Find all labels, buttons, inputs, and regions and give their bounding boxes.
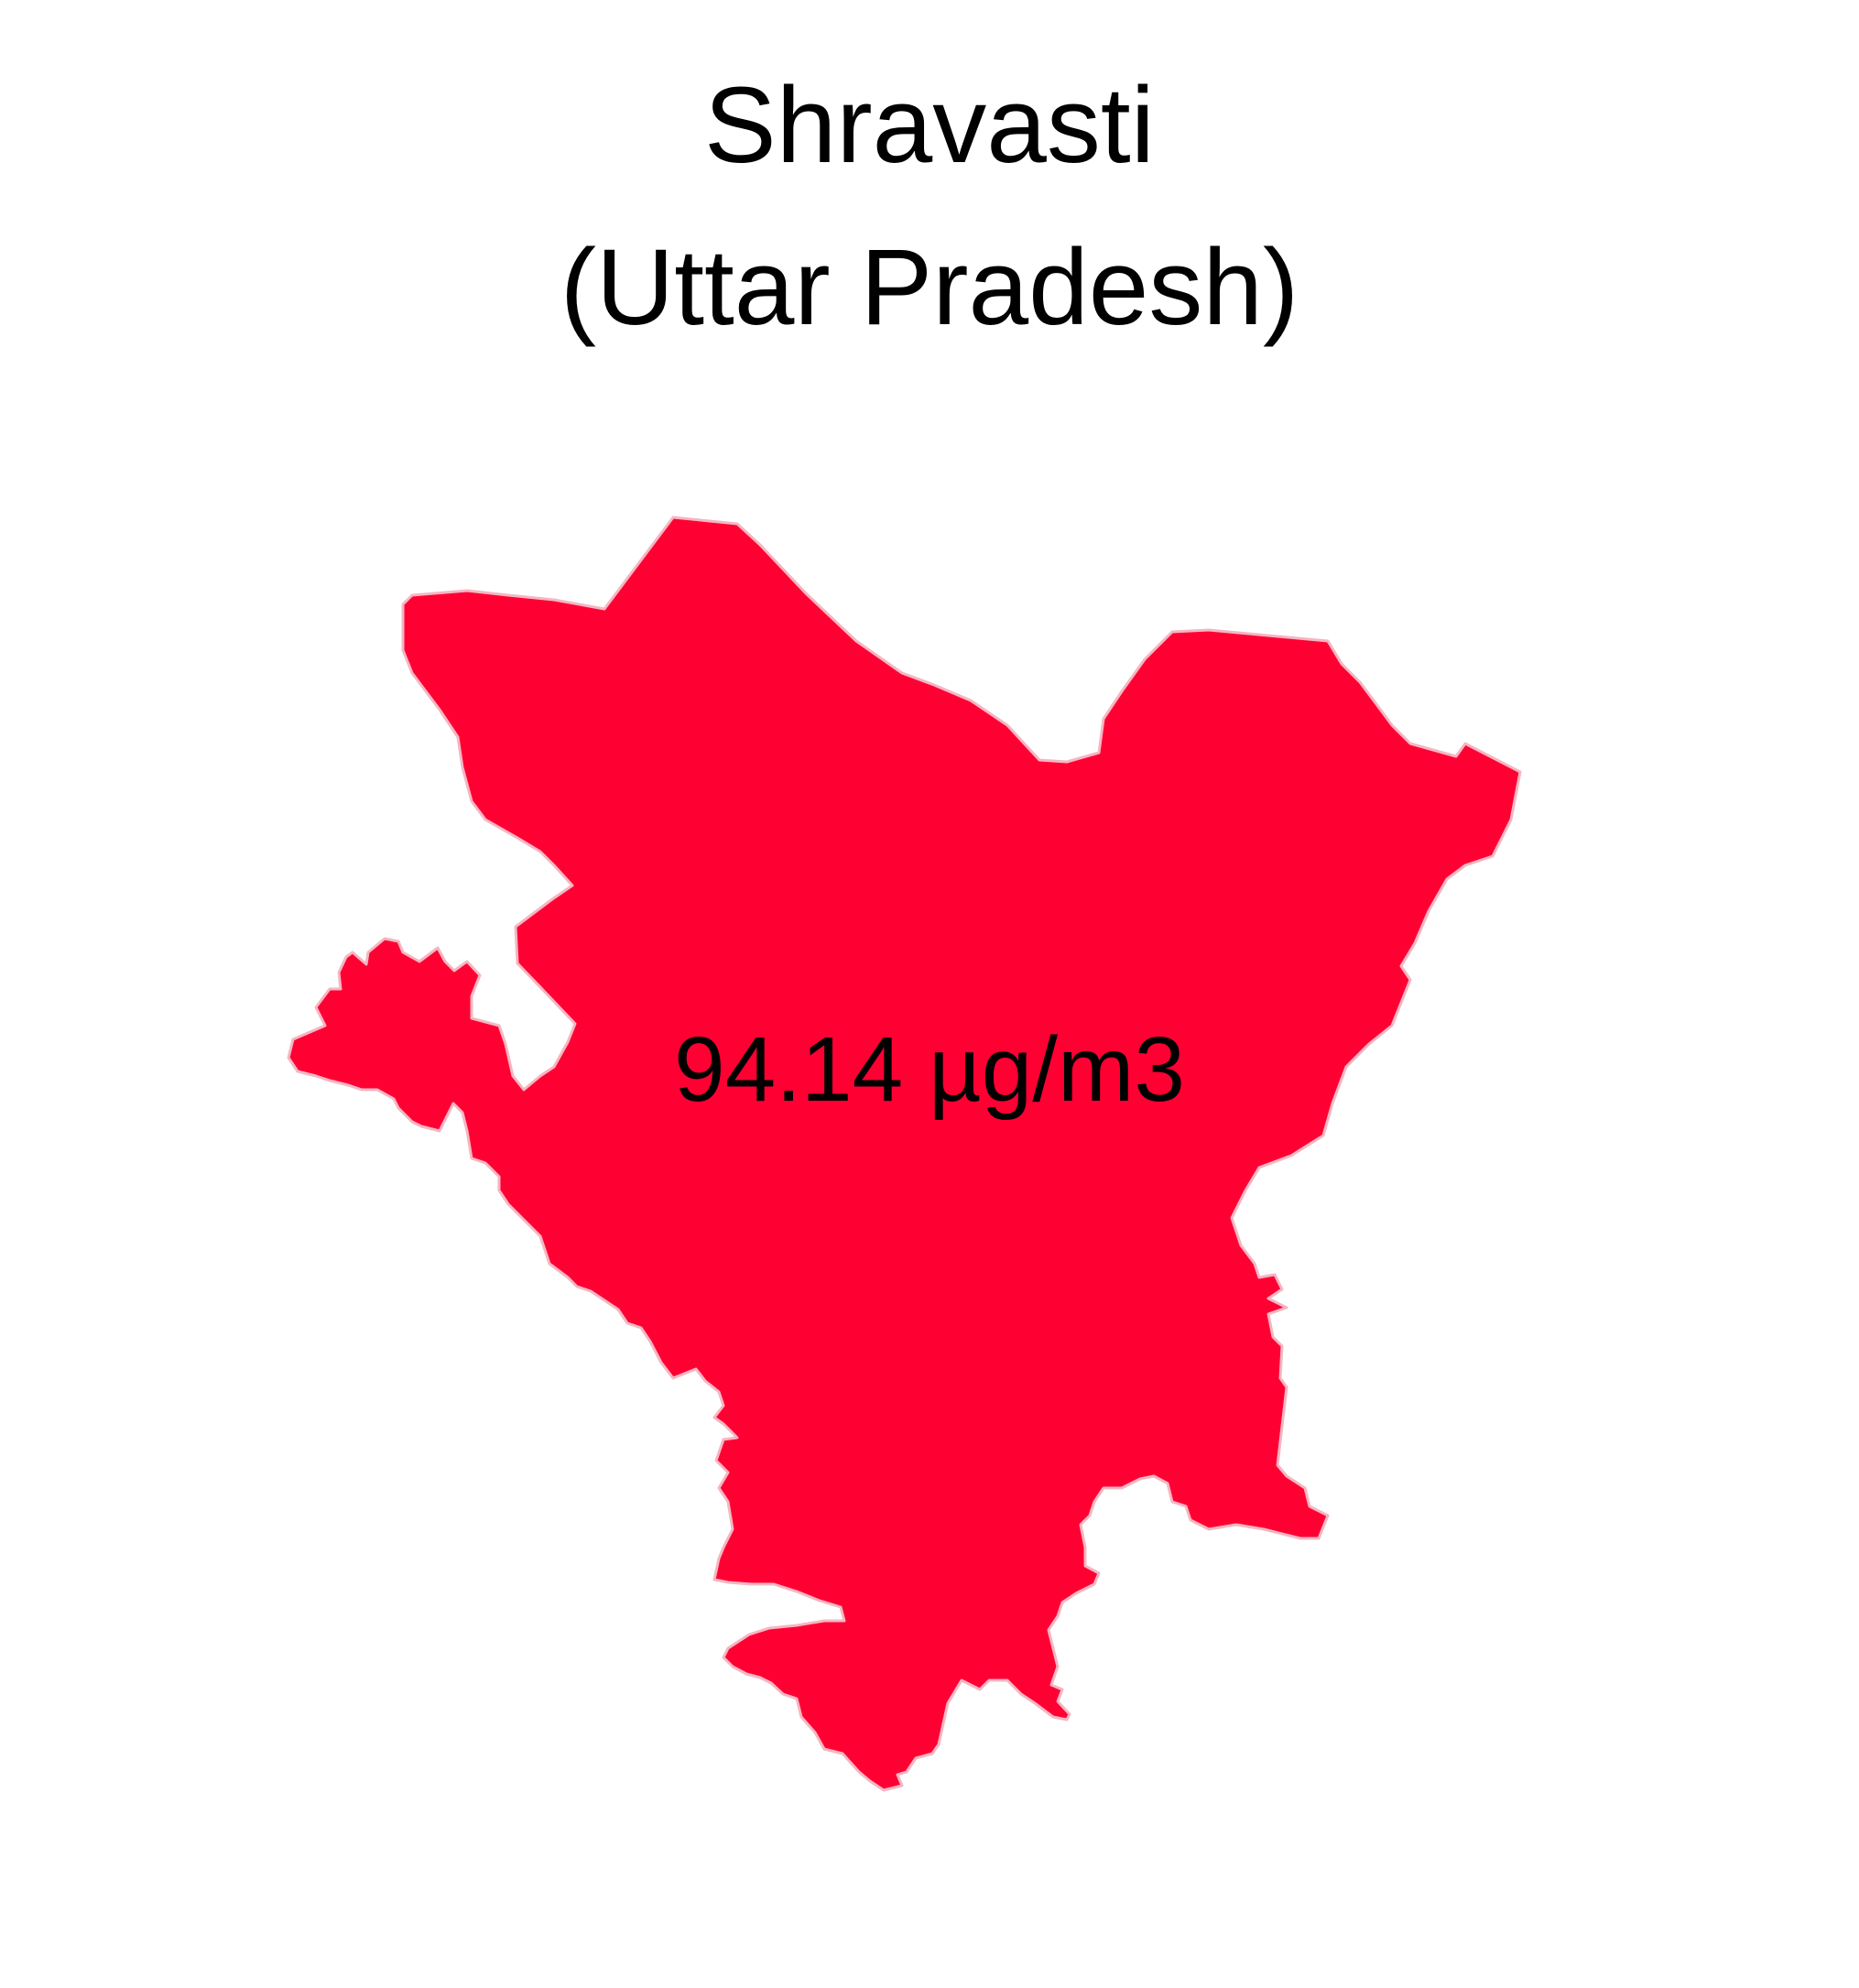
district-value-label: 94.14 µg/m3 xyxy=(674,1018,1185,1121)
district-shape-shravasti[interactable] xyxy=(287,516,1522,1792)
map-title-district: Shravasti xyxy=(704,65,1155,186)
map-title-state: (Uttar Pradesh) xyxy=(560,227,1299,348)
